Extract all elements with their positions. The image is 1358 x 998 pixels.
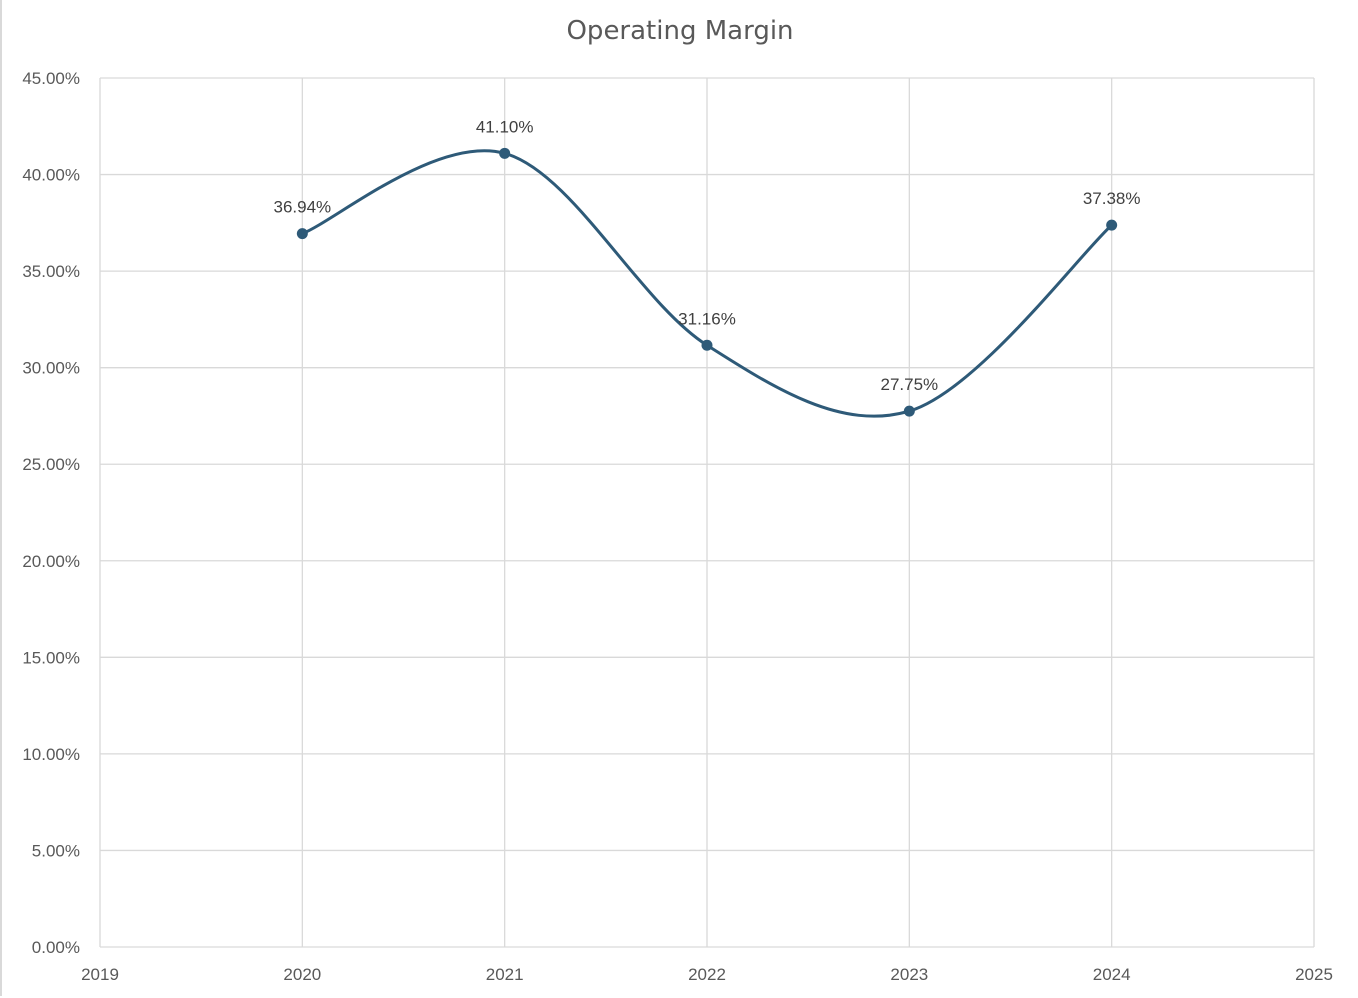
- data-label: 31.16%: [678, 309, 736, 328]
- series-layer: [296, 147, 1118, 418]
- data-label: 36.94%: [273, 198, 331, 217]
- y-tick-label: 15.00%: [22, 648, 80, 667]
- x-tick-label: 2019: [81, 965, 119, 984]
- data-label: 41.10%: [476, 117, 534, 136]
- data-point: [1106, 219, 1118, 231]
- data-label: 27.75%: [880, 375, 938, 394]
- data-label: 37.38%: [1083, 189, 1141, 208]
- y-tick-label: 30.00%: [22, 359, 80, 378]
- chart-title: Operating Margin: [566, 16, 793, 46]
- x-tick-label: 2025: [1295, 965, 1333, 984]
- y-tick-label: 40.00%: [22, 166, 80, 185]
- grid-layer: [99, 77, 1315, 948]
- y-tick-label: 45.00%: [22, 69, 80, 88]
- data-label-layer: 36.94% 41.10% 31.16% 27.75% 37.38%: [273, 117, 1140, 394]
- x-tick-label: 2023: [890, 965, 928, 984]
- x-tick-label: 2020: [283, 965, 321, 984]
- axis-layer: 0.00% 5.00% 10.00% 15.00% 20.00% 25.00% 30.00%…: [22, 69, 1333, 984]
- data-point: [296, 228, 308, 240]
- x-tick-label: 2021: [486, 965, 524, 984]
- x-tick-label: 2022: [688, 965, 726, 984]
- y-tick-label: 20.00%: [22, 552, 80, 571]
- y-tick-label: 25.00%: [22, 455, 80, 474]
- data-point: [701, 339, 713, 351]
- x-tick-label: 2024: [1093, 965, 1131, 984]
- y-tick-label: 0.00%: [32, 938, 80, 957]
- y-tick-label: 5.00%: [32, 841, 80, 860]
- data-point: [903, 405, 915, 417]
- data-point: [499, 147, 511, 159]
- y-tick-label: 35.00%: [22, 262, 80, 281]
- y-tick-label: 10.00%: [22, 745, 80, 764]
